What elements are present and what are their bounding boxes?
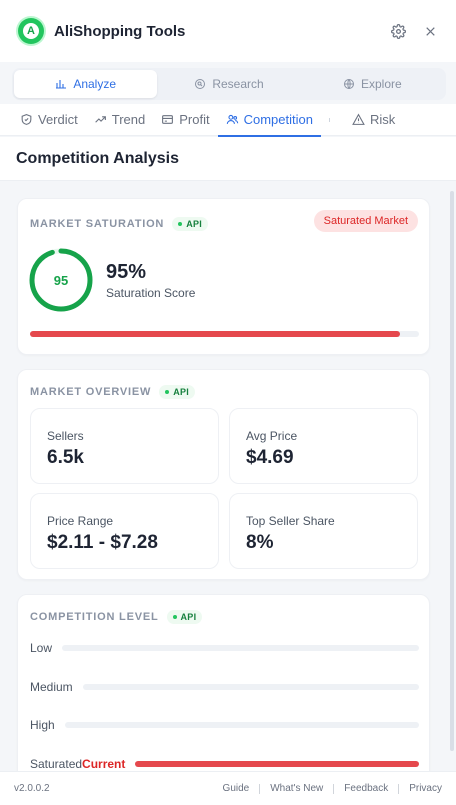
saturation-ring-value: 95 (53, 272, 69, 288)
search-circle-icon (195, 79, 206, 89)
api-badge-label: API (186, 219, 203, 229)
competition-level-card: COMPETITION LEVEL API Low Medium High Sa… (17, 594, 430, 771)
stat-label: Avg Price (246, 429, 298, 443)
market-saturation-label: MARKET SATURATION (30, 218, 165, 230)
tab-analyze-label: Analyze (73, 77, 117, 91)
level-label: Low (30, 641, 53, 655)
footer-links: Guide What's New Feedback Privacy (223, 783, 442, 794)
market-overview-heading: MARKET OVERVIEW API (30, 385, 196, 399)
current-level-tag: Current (82, 757, 126, 771)
privacy-link[interactable]: Privacy (409, 783, 442, 794)
level-row-high: High (30, 717, 419, 733)
tab-trend-label: Trend (111, 112, 146, 127)
status-badge: Saturated Market (313, 210, 418, 232)
level-row-saturated: Saturated Current (30, 756, 419, 771)
competition-level-heading: COMPETITION LEVEL API (30, 610, 203, 624)
stat-value: 8% (246, 532, 274, 553)
gear-icon[interactable] (390, 23, 406, 39)
level-bar-active (135, 761, 419, 767)
stat-label: Top Seller Share (246, 514, 335, 528)
logo-letter: A (23, 23, 39, 39)
page-title: Competition Analysis (16, 149, 179, 167)
saturation-bar-fill (30, 331, 400, 337)
level-label: High (30, 718, 55, 732)
saturation-score: 95% (106, 261, 147, 283)
saturation-score-label: Saturation Score (106, 286, 196, 300)
footer-divider (398, 783, 400, 794)
guide-link[interactable]: Guide (222, 783, 250, 794)
market-saturation-card: MARKET SATURATION API Saturated Market 9… (17, 198, 430, 355)
api-badge: API (166, 610, 203, 624)
stat-label: Price Range (47, 514, 114, 528)
bar-chart-icon (56, 80, 67, 89)
level-label: Medium (30, 680, 73, 694)
tab-verdict[interactable]: Verdict (20, 104, 86, 136)
users-icon (226, 114, 238, 124)
tab-verdict-label: Verdict (38, 112, 78, 127)
shield-check-icon (21, 114, 32, 125)
stat-top-seller-share: Top Seller Share 8% (229, 493, 418, 569)
footer: v2.0.0.2 Guide What's New Feedback Priva… (0, 771, 456, 805)
tab-risk-label: Risk (369, 112, 396, 127)
app-header: A AliShopping Tools (0, 0, 456, 62)
version-label: v2.0.0.2 (14, 783, 50, 794)
close-icon[interactable] (422, 23, 438, 39)
app-title: AliShopping Tools (54, 22, 186, 40)
api-badge-label: API (173, 387, 190, 397)
api-dot-icon (165, 390, 170, 394)
api-dot-icon (178, 222, 183, 226)
stat-value: 6.5k (47, 447, 84, 468)
feedback-link[interactable]: Feedback (344, 783, 389, 794)
page-title-bar: Competition Analysis (0, 137, 456, 181)
whats-new-link[interactable]: What's New (270, 783, 324, 794)
tab-competition-label: Competition (243, 112, 313, 127)
stat-sellers: Sellers 6.5k (30, 408, 219, 484)
level-bar (62, 645, 419, 651)
level-row-medium: Medium (30, 679, 419, 695)
tab-analyze[interactable]: Analyze (14, 70, 158, 98)
tab-research-label: Research (212, 77, 264, 91)
tab-explore[interactable]: Explore (301, 70, 444, 98)
level-bar (64, 722, 419, 728)
stat-value: $2.11 - $7.28 (47, 532, 158, 553)
tab-competition[interactable]: Competition (217, 104, 322, 137)
saturation-bar (30, 331, 419, 337)
tab-research[interactable]: Research (157, 70, 300, 98)
tab-divider (328, 117, 330, 122)
api-badge: API (159, 385, 196, 399)
level-row-low: Low (30, 640, 419, 656)
tab-profit[interactable]: Profit (153, 104, 217, 136)
market-overview-card: MARKET OVERVIEW API Sellers 6.5k Avg Pri… (17, 369, 430, 580)
footer-divider (333, 783, 335, 794)
content-area[interactable]: MARKET SATURATION API Saturated Market 9… (0, 181, 456, 771)
api-dot-icon (172, 615, 177, 619)
tab-trend[interactable]: Trend (86, 104, 153, 136)
wallet-icon (162, 115, 174, 124)
level-label: Saturated (30, 757, 83, 771)
warning-triangle-icon (352, 113, 365, 125)
stat-avg-price: Avg Price $4.69 (229, 408, 418, 484)
trend-up-icon (94, 116, 106, 123)
footer-divider (259, 783, 261, 794)
level-bar (82, 684, 419, 690)
mode-tabs: Analyze Research Explore (12, 68, 446, 100)
stat-label: Sellers (47, 429, 84, 443)
api-badge: API (172, 217, 209, 231)
api-badge-label: API (180, 612, 197, 622)
tab-risk[interactable]: Risk (344, 104, 403, 136)
market-saturation-heading: MARKET SATURATION API (30, 217, 209, 231)
stat-value: $4.69 (246, 447, 294, 468)
saturation-ring (29, 248, 93, 312)
tab-explore-label: Explore (360, 77, 402, 91)
tab-profit-label: Profit (179, 112, 210, 127)
sub-tabs: Verdict Trend Profit Competition Risk (0, 104, 456, 137)
competition-level-label: COMPETITION LEVEL (30, 611, 159, 623)
market-overview-label: MARKET OVERVIEW (30, 386, 152, 398)
scrollbar[interactable] (450, 191, 454, 751)
app-logo: A (18, 18, 44, 44)
globe-icon (343, 79, 354, 89)
stat-price-range: Price Range $2.11 - $7.28 (30, 493, 219, 569)
